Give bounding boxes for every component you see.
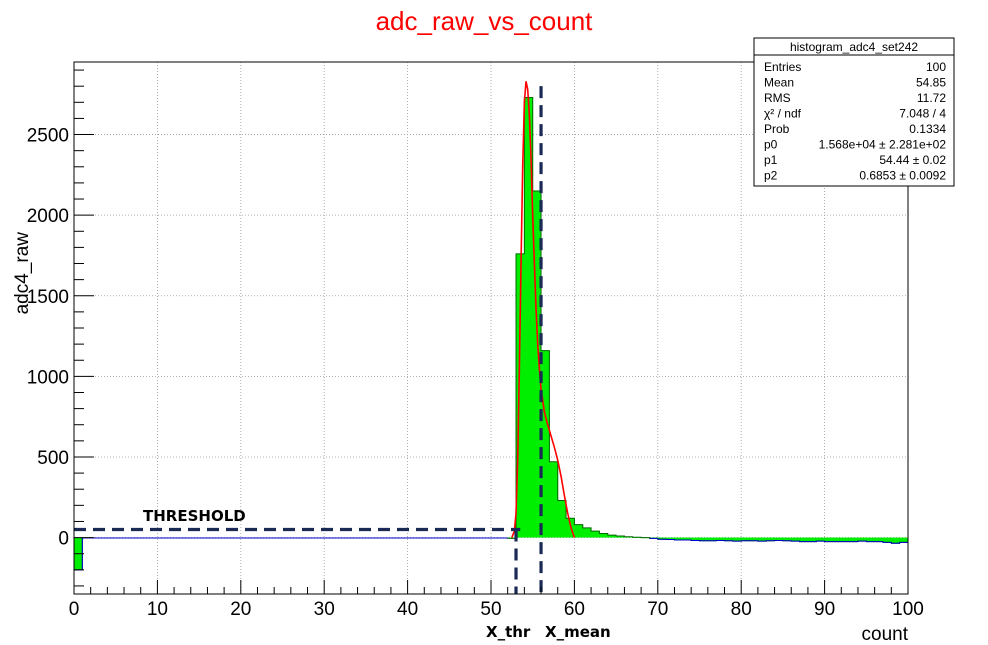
histogram-bar [774,537,784,541]
histogram-bar [757,537,767,542]
histogram-bar [516,253,525,538]
y-tick-label: 2500 [27,126,69,147]
histogram-bars [73,96,909,571]
histogram-bar [732,537,742,542]
stats-row-value: 0.1334 [909,122,946,136]
threshold-label: THRESHOLD [143,507,246,525]
x-tick-labels: 0 10 20 30 40 50 60 70 80 90 100 [69,599,924,620]
stats-row-label: p0 [764,138,778,152]
histogram-bar [749,537,759,541]
fit-curve-layer [511,81,576,538]
x-mean-label: X_mean [545,623,611,641]
y-tick-labels: 0 500 1000 1500 2000 2500 [27,126,69,550]
y-tick-label: 0 [58,529,69,550]
histogram-bar [716,537,725,541]
stats-row-value: 11.72 [917,91,946,105]
histogram-bar [707,537,717,541]
stats-row-value: 7.048 / 4 [899,107,946,121]
stats-box-frame [753,37,955,187]
histogram-bar [691,537,700,541]
stats-row-value: 54.44 ± 0.02 [879,153,946,167]
chart-title: adc_raw_vs_count [376,6,594,36]
histogram-bar [782,537,792,541]
y-tick-label: 2000 [27,206,69,227]
stats-row-label: RMS [764,91,791,105]
histogram-bar [599,533,609,538]
baseline-trace [74,537,908,571]
histogram-bar [866,537,876,542]
histogram-bar [807,537,817,542]
x-tick-label: 40 [397,599,418,620]
stats-box: histogram_adc4_set242 Entries 100 Mean 54.8… [753,37,955,187]
histogram-bar [549,461,559,538]
stats-row-value: 1.568e+04 ± 2.281e+02 [819,138,947,152]
histogram-bar [832,537,842,542]
stats-row-label: p2 [764,169,778,183]
histogram-bar [857,537,867,542]
stats-row-label: χ² / ndf [764,107,802,121]
stats-row-value: 0.6853 ± 0.0092 [859,169,946,183]
x-axis-label: count [862,624,909,645]
fit-curve [511,81,576,538]
histogram-bar [666,537,675,540]
histogram-bar [874,537,884,542]
x-tick-label: 30 [314,599,335,620]
histogram-bar [766,537,775,541]
histogram-bar [841,537,851,542]
histogram-bar [574,524,584,538]
histogram-bar [541,350,550,538]
axis-ticks [73,69,909,594]
histogram-bar [791,537,800,542]
histogram-bar [524,97,534,538]
histogram-bar [674,537,684,540]
x-tick-label: 50 [480,599,501,620]
histogram-bar [557,500,567,538]
histogram-bar [891,537,901,544]
histogram-bar [882,537,892,543]
histogram-bar [657,537,667,540]
stats-box-title: histogram_adc4_set242 [790,40,918,54]
histogram-bar [591,531,600,538]
stats-row-label: p1 [764,153,778,167]
y-axis-label: adc4_raw [12,232,33,315]
stats-row-value: 54.85 [916,76,946,90]
x-tick-label: 0 [69,599,80,620]
y-tick-label: 1000 [27,367,69,388]
stats-row-label: Entries [764,60,801,74]
stats-row-label: Mean [764,76,794,90]
histogram-bar [824,537,834,542]
histogram-bar [724,537,734,541]
x-tick-label: 60 [564,599,585,620]
histogram-bar [582,527,592,538]
histogram-bar [799,537,809,542]
histogram-bar [699,537,709,541]
histogram-bar [607,535,617,538]
x-tick-label: 70 [647,599,668,620]
annotation-lines [74,86,543,594]
histogram-bar [816,537,825,542]
histogram-bar [899,537,909,543]
x-tick-label: 80 [731,599,752,620]
x-tick-label: 90 [814,599,835,620]
histogram-bar [849,537,859,542]
x-thr-label: X_thr [486,623,531,641]
stats-row-label: Prob [764,122,790,136]
stats-row-value: 100 [926,60,946,74]
x-tick-label: 10 [147,599,168,620]
histogram-bar [682,537,692,540]
x-tick-label: 100 [892,599,924,620]
histogram-bar [616,535,625,538]
y-tick-label: 1500 [27,287,69,308]
y-tick-label: 500 [37,448,69,469]
histogram-bar [741,537,750,541]
histogram-bar [532,190,542,538]
stats-rows: Entries 100 Mean 54.85 RMS 11.72 χ² / ndf 7.048… [764,60,946,183]
x-tick-label: 20 [230,599,251,620]
